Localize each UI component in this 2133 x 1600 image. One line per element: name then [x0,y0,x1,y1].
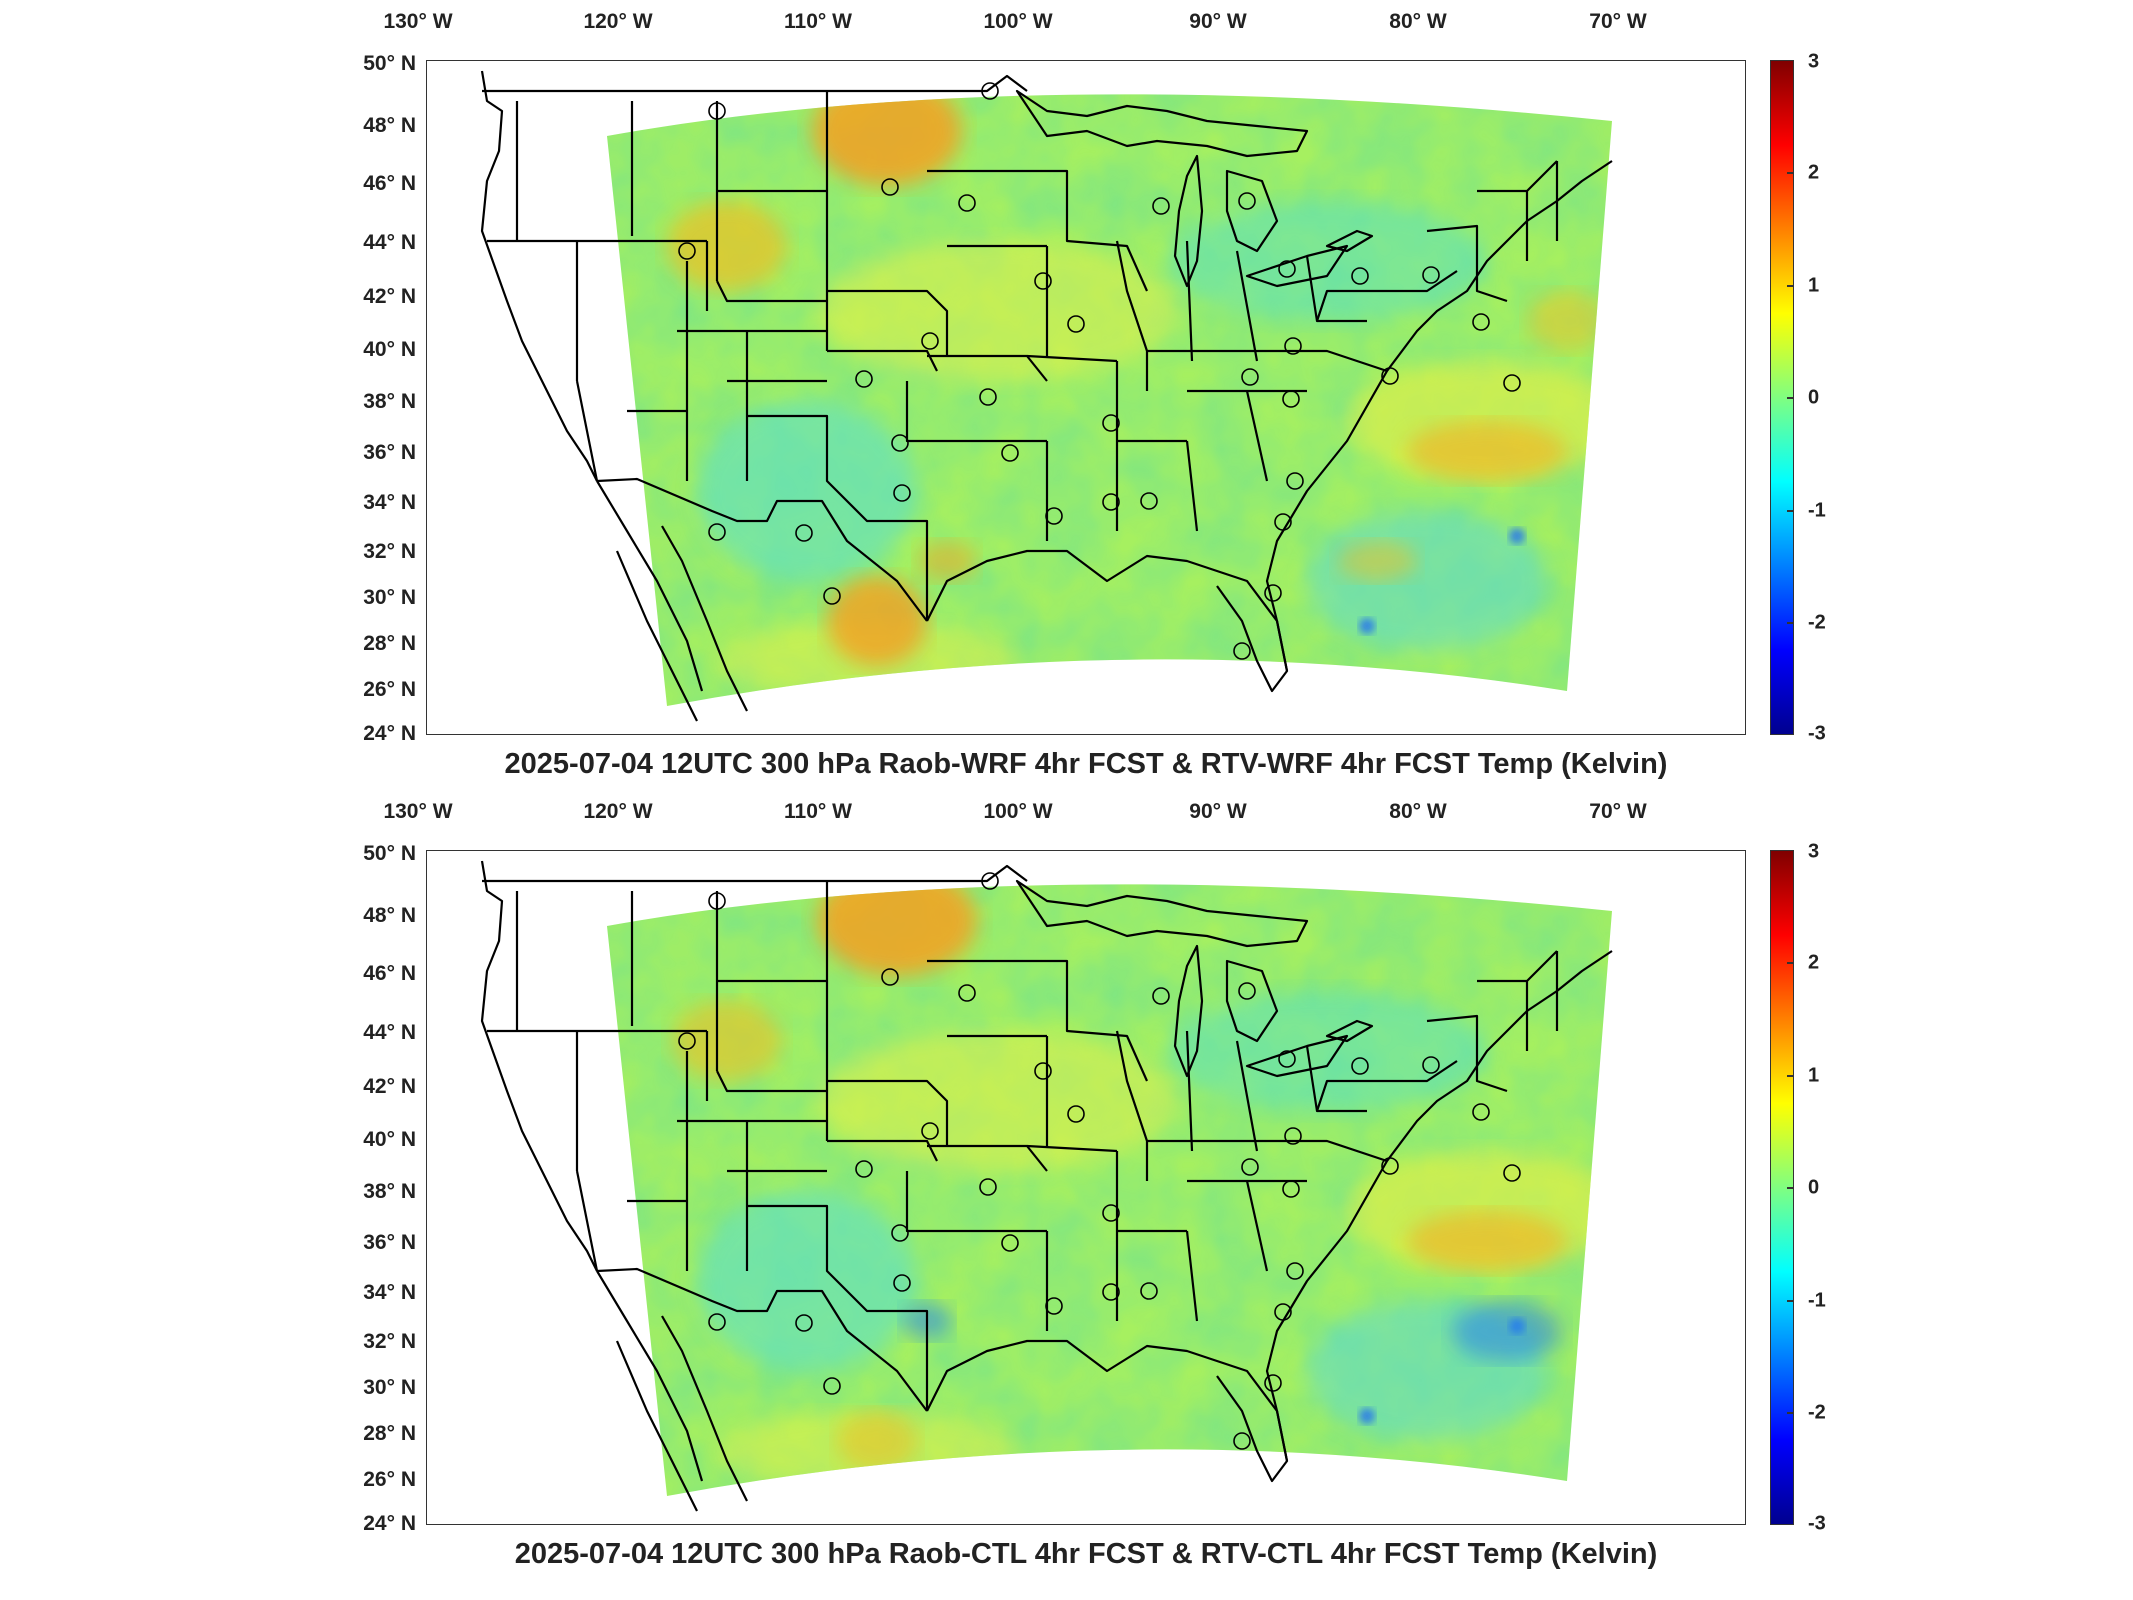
lat-label: 30° N [363,586,416,609]
lat-label: 30° N [363,1376,416,1399]
lon-label: 110° W [784,10,852,33]
lat-label: 46° N [363,172,416,195]
temperature-difference-map [427,851,1746,1525]
lat-label: 36° N [363,1231,416,1254]
colorbar-tick: 0 [1808,386,1820,409]
lon-label: 90° W [1189,800,1247,823]
lat-label: 34° N [363,491,416,514]
panel-title: 2025-07-04 12UTC 300 hPa Raob-CTL 4hr FC… [514,1538,1658,1570]
colorbar-tick: -1 [1808,1289,1826,1312]
lat-label: 50° N [363,52,416,75]
colorbar-tick: -3 [1808,722,1826,745]
colorbar-tick: 2 [1808,951,1820,974]
lat-label: 36° N [363,441,416,464]
lat-label: 42° N [363,285,416,308]
colorbar-tick: 0 [1808,1176,1820,1199]
lon-label: 70° W [1589,10,1647,33]
lon-label: 70° W [1589,800,1647,823]
lat-label: 48° N [363,114,416,137]
colorbar-tick: -2 [1808,611,1826,634]
map-frame [426,60,1746,735]
lat-label: 46° N [363,962,416,985]
lon-label: 80° W [1389,800,1447,823]
lat-label: 40° N [363,338,416,361]
lat-label: 38° N [363,1180,416,1203]
colorbar-tick: -1 [1808,499,1826,522]
lon-label: 90° W [1189,10,1247,33]
lat-label: 26° N [363,1468,416,1491]
panel-title: 2025-07-04 12UTC 300 hPa Raob-WRF 4hr FC… [504,748,1668,780]
colorbar-tick: -3 [1808,1512,1826,1535]
lat-label: 28° N [363,1422,416,1445]
lat-label: 42° N [363,1075,416,1098]
map-panel-top: 130° W 120° W 110° W 100° W 90° W 80° W … [0,0,2133,790]
lon-label: 100° W [983,10,1053,33]
lat-label: 26° N [363,678,416,701]
colorbar-tick: -2 [1808,1401,1826,1424]
lat-label: 24° N [363,1512,416,1535]
lat-label: 38° N [363,390,416,413]
colorbar-tick: 3 [1808,50,1820,73]
lat-label: 48° N [363,904,416,927]
lon-label: 120° W [583,10,653,33]
lat-label: 28° N [363,632,416,655]
colorbar-tick: 1 [1808,274,1820,297]
lat-label: 34° N [363,1281,416,1304]
lat-label: 24° N [363,722,416,745]
map-frame [426,850,1746,1525]
lon-label: 120° W [583,800,653,823]
map-panel-bottom: 130° W 120° W 110° W 100° W 90° W 80° W … [0,790,2133,1580]
lat-label: 44° N [363,1021,416,1044]
lat-label: 40° N [363,1128,416,1151]
lat-label: 32° N [363,540,416,563]
lon-label: 80° W [1389,10,1447,33]
lon-label: 110° W [784,800,852,823]
lon-label: 130° W [383,10,453,33]
temperature-difference-map [427,61,1746,735]
lon-label: 100° W [983,800,1053,823]
colorbar-tick: 1 [1808,1064,1820,1087]
lat-label: 32° N [363,1330,416,1353]
colorbar-tick: 2 [1808,161,1820,184]
lat-label: 50° N [363,842,416,865]
colorbar-tick: 3 [1808,840,1820,863]
lat-label: 44° N [363,231,416,254]
lon-label: 130° W [383,800,453,823]
